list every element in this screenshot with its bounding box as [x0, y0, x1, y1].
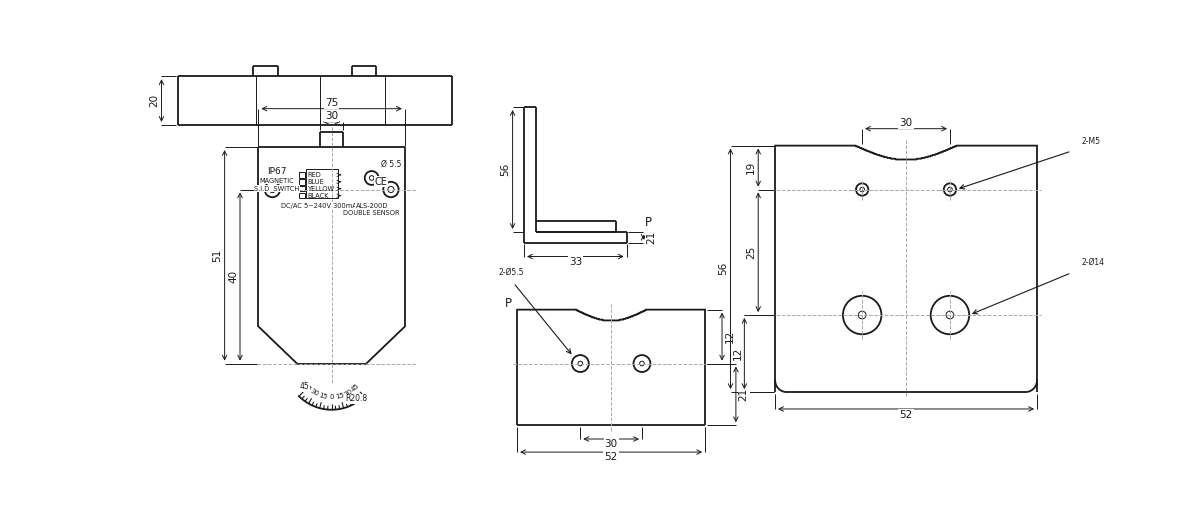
- Text: 12: 12: [725, 330, 734, 343]
- Text: MAGNETIC: MAGNETIC: [259, 178, 294, 184]
- Text: 33: 33: [569, 257, 582, 267]
- Text: 30: 30: [900, 118, 913, 128]
- Text: 40: 40: [228, 270, 238, 283]
- Text: 2-Ø14: 2-Ø14: [1081, 258, 1105, 267]
- Text: DC/AC 5~240V 300mA 10W: DC/AC 5~240V 300mA 10W: [282, 203, 374, 209]
- Text: 25: 25: [746, 246, 756, 259]
- Text: 30: 30: [343, 388, 354, 398]
- Text: 2-Ø5.5: 2-Ø5.5: [498, 268, 523, 277]
- Bar: [299, 172, 305, 178]
- Text: IP67: IP67: [268, 167, 287, 177]
- Text: 45: 45: [302, 382, 313, 393]
- Text: 15: 15: [318, 392, 328, 401]
- Text: 20: 20: [150, 94, 160, 107]
- Text: 52: 52: [900, 410, 913, 420]
- Text: 19: 19: [746, 161, 756, 174]
- Text: 21: 21: [646, 231, 656, 244]
- Text: Ø 5.5: Ø 5.5: [380, 160, 401, 169]
- Text: 30: 30: [325, 111, 338, 121]
- Bar: [299, 186, 305, 191]
- Text: 56: 56: [500, 163, 511, 176]
- Text: 45: 45: [300, 382, 310, 391]
- Text: 45: 45: [350, 382, 361, 393]
- Text: 0: 0: [329, 394, 334, 401]
- Text: BLACK: BLACK: [307, 193, 329, 199]
- Text: 21: 21: [738, 388, 749, 401]
- Text: P: P: [644, 216, 652, 229]
- Text: 51: 51: [212, 249, 223, 262]
- Text: 52: 52: [605, 453, 618, 463]
- Text: 12: 12: [732, 347, 743, 360]
- Bar: [306, 169, 338, 198]
- Text: 2-M5: 2-M5: [1081, 137, 1100, 147]
- Text: 30: 30: [310, 388, 320, 398]
- Text: RED: RED: [307, 172, 322, 178]
- Text: 15: 15: [335, 392, 346, 401]
- Text: ALS-200D: ALS-200D: [355, 203, 388, 209]
- Text: S.I.D  SWITCH: S.I.D SWITCH: [254, 186, 300, 192]
- Text: R20.8: R20.8: [346, 395, 367, 404]
- Text: 75: 75: [325, 98, 338, 108]
- Text: DOUBLE SENSOR: DOUBLE SENSOR: [343, 210, 400, 216]
- Bar: [299, 179, 305, 184]
- Text: 30: 30: [605, 440, 618, 450]
- Text: 56: 56: [719, 262, 728, 276]
- Text: YELLOW: YELLOW: [307, 186, 335, 192]
- Text: CE: CE: [374, 177, 388, 187]
- Text: BLUE: BLUE: [307, 179, 324, 185]
- Bar: [299, 193, 305, 198]
- Text: P: P: [504, 297, 511, 310]
